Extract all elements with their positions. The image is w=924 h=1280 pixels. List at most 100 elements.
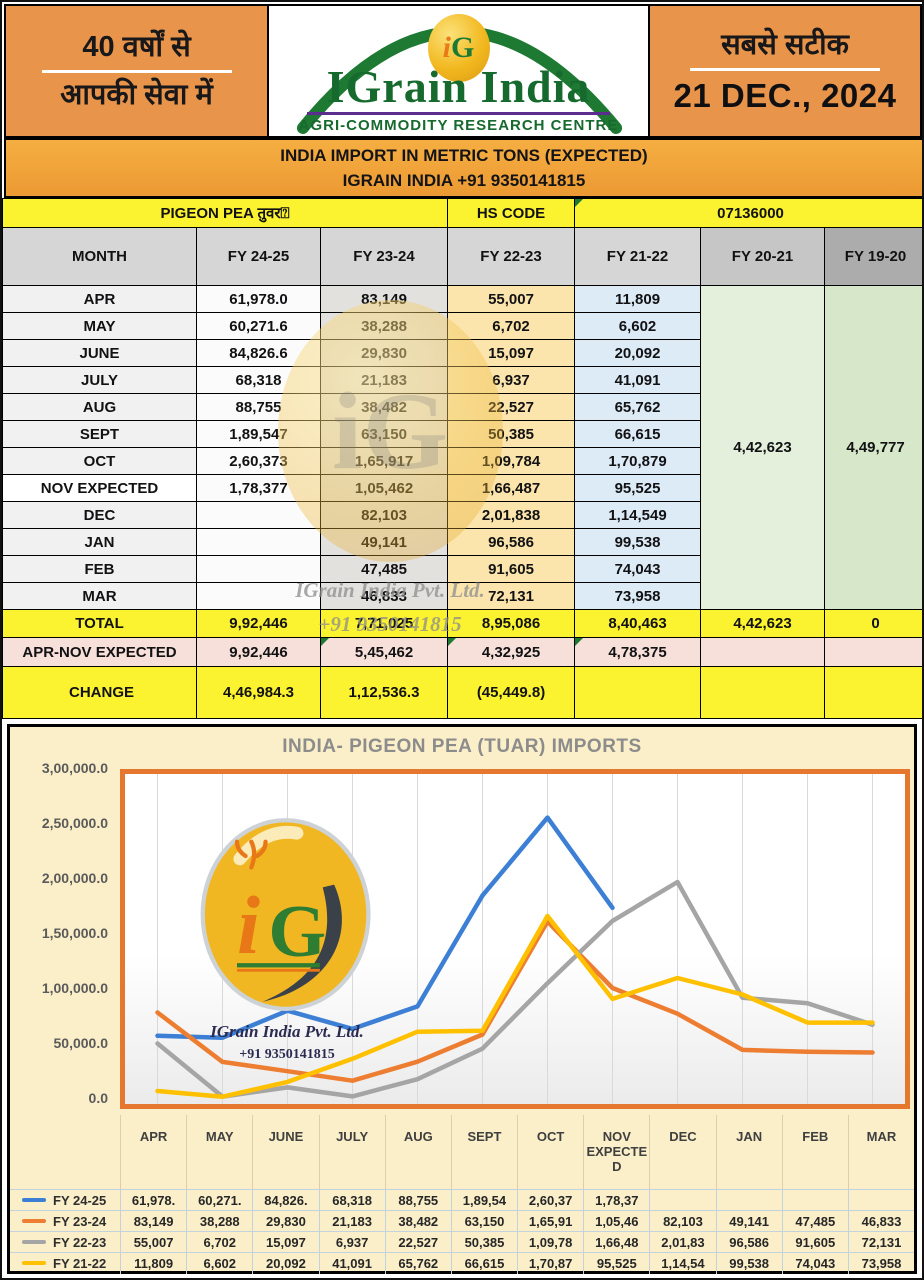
month-cell: DEC [2, 501, 197, 529]
value-cell: 83,149 [319, 285, 449, 313]
total-value: 0 [824, 609, 922, 638]
table-row: MAR 46,833 72,131 73,958 [2, 582, 923, 610]
month-cell: FEB [2, 555, 197, 583]
legend-value: 1,09,78 [517, 1231, 583, 1253]
value-cell: 21,183 [319, 366, 449, 394]
month-cell: MAR [2, 582, 197, 610]
legend-value: 61,978. [120, 1189, 186, 1211]
legend-value [649, 1189, 715, 1211]
y-tick-label: 0.0 [88, 1090, 108, 1106]
legend-value: 1,14,54 [649, 1252, 715, 1274]
chart-logo-caption-2: +91 9350141815 [239, 1047, 335, 1063]
value-cell: 99,538 [574, 528, 702, 556]
banner-line-1: INDIA IMPORT IN METRIC TONS (EXPECTED) [280, 145, 648, 165]
legend-value: 6,937 [318, 1231, 385, 1253]
value-cell: 47,485 [319, 555, 449, 583]
column-header-fy-24-25: FY 24-25 [196, 227, 321, 286]
legend-value [781, 1189, 848, 1211]
logo-title: IGrain India [326, 61, 591, 112]
chart-logo-caption: IGrain India Pvt. Ltd. +91 9350141815 [197, 1019, 377, 1066]
legend-swatch-icon [22, 1219, 46, 1223]
legend-value [847, 1189, 914, 1211]
legend-value: 41,091 [318, 1252, 385, 1274]
legend-value: 38,288 [186, 1210, 252, 1232]
legend-series-name: FY 21-22 [53, 1255, 107, 1271]
value-cell: 6,702 [447, 312, 576, 340]
x-tick-label: SEPT [450, 1115, 517, 1189]
legend-value: 66,615 [450, 1252, 517, 1274]
table-row: APR 61,978.0 83,149 55,007 11,809 4,42,623 4,4… [2, 285, 922, 610]
apr-nov-value [700, 637, 826, 667]
divider [690, 67, 880, 71]
total-value: 9,92,446 [196, 609, 321, 638]
value-cell: 50,385 [447, 420, 576, 448]
month-cell: JUNE [2, 339, 197, 367]
apr-nov-value: 4,78,375 [574, 637, 702, 667]
legend-swatch-icon [22, 1240, 46, 1244]
header-tagline-2: आपकी सेवा में [60, 78, 213, 111]
change-row: CHANGE 4,46,984.3 1,12,536.3 (45,449.8) [2, 666, 922, 719]
value-cell: 15,097 [447, 339, 576, 367]
value-cell: 74,043 [574, 555, 702, 583]
total-row: TOTAL 9,92,446 7,71,025 8,95,086 8,40,463 4,4… [2, 609, 922, 638]
value-cell: 55,007 [447, 285, 576, 313]
y-tick-label: 2,00,000.0 [41, 870, 108, 886]
legend-row: FY 21-22 11,809 6,602 20,092 41,091 65,762 66,… [10, 1252, 914, 1274]
legend-value: 38,482 [384, 1210, 451, 1232]
legend-value: 1,89,54 [450, 1189, 517, 1211]
value-cell: 1,65,917 [319, 447, 449, 475]
header-tagline-1: 40 वर्षों से [82, 31, 191, 64]
logo-subtitle: AGRI-COMMODITY RESEARCH CENTRE [298, 117, 619, 134]
legend-value: 91,605 [781, 1231, 848, 1253]
legend-value: 83,149 [120, 1210, 186, 1232]
value-cell: 11,809 [574, 285, 702, 313]
value-cell: 88,755 [196, 393, 321, 421]
value-cell: 6,937 [447, 366, 576, 394]
chart-x-axis: APR MAY JUNE JULY AUG SEPT OCT NOV EXPECTED DEC J… [10, 1115, 914, 1189]
chart-y-axis: 3,00,000.0 2,50,000.0 2,00,000.0 1,50,000.0… [10, 760, 114, 1106]
legend-value: 46,833 [847, 1210, 914, 1232]
header-left-panel: 40 वर्षों से आपकी सेवा में [4, 4, 269, 138]
value-cell: 1,09,784 [447, 447, 576, 475]
legend-key: FY 23-24 [10, 1214, 120, 1229]
value-cell: 65,762 [574, 393, 702, 421]
month-cell: SEPT [2, 420, 197, 448]
legend-value: 1,66,48 [583, 1231, 649, 1253]
legend-value: 74,043 [781, 1252, 848, 1274]
banner-line-2: IGRAIN INDIA +91 9350141815 [342, 171, 586, 190]
column-header-fy-19-20: FY 19-20 [824, 227, 922, 286]
y-tick-label: 1,50,000.0 [41, 925, 108, 941]
svg-text:G: G [268, 891, 326, 973]
legend-value: 2,60,37 [517, 1189, 583, 1211]
month-cell: JULY [2, 366, 197, 394]
change-label: CHANGE [2, 666, 197, 719]
y-tick-label: 3,00,000.0 [41, 760, 108, 776]
header-tagline-3: सबसे सटीक [721, 29, 849, 62]
y-tick-label: 1,00,000.0 [41, 980, 108, 996]
legend-series-name: FY 23-24 [53, 1213, 107, 1229]
change-value: (45,449.8) [447, 666, 576, 719]
month-cell: AUG [2, 393, 197, 421]
logo-monogram-g: G [451, 31, 475, 64]
change-value [824, 666, 922, 719]
legend-value: 1,70,87 [517, 1252, 583, 1274]
legend-value: 72,131 [847, 1231, 914, 1253]
legend-value: 47,485 [781, 1210, 848, 1232]
month-cell: MAY [2, 312, 197, 340]
legend-swatch-icon [22, 1261, 46, 1265]
chart-title: INDIA- PIGEON PEA (TUAR) IMPORTS [282, 736, 642, 757]
legend-row: FY 22-23 55,007 6,702 15,097 6,937 22,527 50,3… [10, 1231, 914, 1253]
legend-value: 1,65,91 [517, 1210, 583, 1232]
total-label: TOTAL [2, 609, 197, 638]
column-header-fy-21-22: FY 21-22 [574, 227, 702, 286]
chart-legend-table: FY 24-25 61,978. 60,271. 84,826. 68,318 88,75… [10, 1189, 914, 1274]
column-header-fy-23-24: FY 23-24 [319, 227, 449, 286]
y-tick-label: 50,000.0 [53, 1035, 109, 1051]
value-cell: 1,78,377 [196, 474, 321, 502]
change-value: 4,46,984.3 [196, 666, 321, 719]
legend-key: FY 24-25 [10, 1193, 120, 1208]
total-value: 8,95,086 [447, 609, 576, 638]
